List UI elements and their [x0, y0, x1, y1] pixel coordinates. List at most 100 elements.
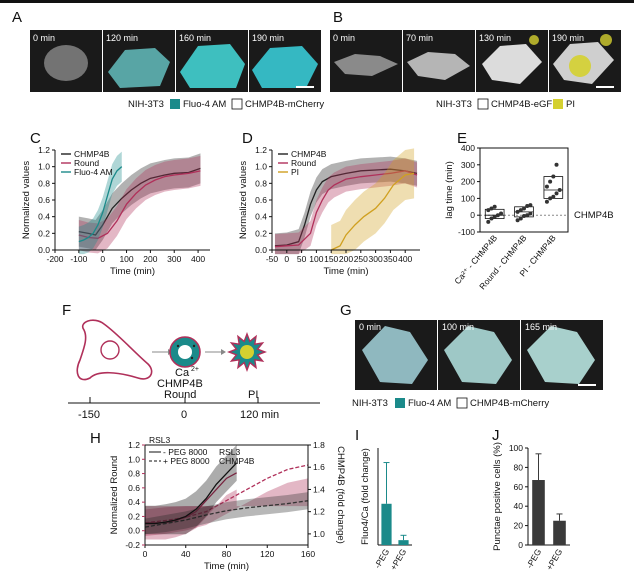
- chart-C: -200 -100 0 100 200 300 400 0.0 0.2 0.4 0.6 0.8 1.0 1…: [21, 145, 210, 277]
- legend-series-H: CHMP4B: [219, 456, 255, 466]
- xtick-label-C-0: -200: [46, 254, 63, 264]
- legend-label-C-1: Round: [74, 158, 99, 168]
- scale-bar-A: [296, 86, 314, 88]
- legend-label-C-0: CHMP4B: [74, 149, 110, 159]
- ylabel-right-H: CHMP4B (fold change): [335, 446, 346, 544]
- ytick-label-J-3: 60: [514, 482, 524, 492]
- ylabel-left-H: Normalized Round: [109, 456, 120, 535]
- xtick-label-H-3: 120: [260, 549, 274, 559]
- legend-label-solid-H: - PEG 8000: [163, 447, 208, 457]
- ytick-label-E-3: 200: [461, 177, 475, 187]
- ytick-label-E-5: 400: [461, 143, 475, 153]
- cell-G2: [444, 326, 512, 384]
- timestamp-B3: 130 min: [479, 33, 511, 43]
- legend-title-right-H: RSL3: [219, 447, 241, 457]
- ytick-label-right-H-3: 1.6: [313, 462, 325, 472]
- panel-letter-D: D: [242, 130, 253, 147]
- ytick-label-left-H-0: -0.2: [125, 540, 140, 550]
- ylabel-E: lag time (min): [444, 161, 455, 219]
- ytick-label-E-0: -100: [458, 227, 475, 237]
- bar-J-0: [532, 480, 545, 545]
- caption-A-l2: CHMP4B-mCherry: [245, 99, 324, 110]
- ytick-label-right-H-0: 1.0: [313, 529, 325, 539]
- series-H-round-minus-line: [145, 462, 238, 525]
- xlabel-D: Time (min): [323, 266, 368, 277]
- chart-H: 0 40 80 120 160 -0.2 0.0 0.2 0.4 0.6 0.8 1.0 1.2 1.0 1…: [109, 435, 346, 572]
- caption-G-cell: NIH-3T3: [352, 398, 388, 409]
- ytick-label-C-0: 0.0: [38, 245, 50, 255]
- ylabel-I: Fluo4/Ca (fold change): [360, 448, 371, 545]
- label-pi: PI: [248, 389, 258, 401]
- ytick-label-J-4: 80: [514, 462, 524, 472]
- swatch-G-fluo: [395, 398, 405, 408]
- swatch-B-pi: [553, 99, 563, 109]
- xtick-label-C-4: 200: [143, 254, 157, 264]
- cell-A1: [44, 45, 88, 81]
- ytick-label-left-H-3: 0.4: [128, 497, 140, 507]
- series-C-1-band: [78, 153, 201, 250]
- timestamp-A4: 190 min: [252, 33, 284, 43]
- series-H-chmp-plus-line: [144, 464, 309, 524]
- xtick-label-D-1: 0: [284, 254, 289, 264]
- scale-bar-B: [596, 86, 614, 88]
- caption-G-l2: CHMP4B-mCherry: [470, 398, 549, 409]
- punctum-2: [190, 356, 194, 360]
- series-H-chmp-plus-band: [145, 478, 308, 537]
- swatch-A-chmp: [231, 98, 243, 110]
- panel-letter-G: G: [340, 302, 352, 319]
- series-D-3-line: [330, 172, 415, 251]
- xtick-label-H-0: 0: [143, 549, 148, 559]
- point-E-0-1: [489, 216, 494, 221]
- bar-I-1: [398, 540, 409, 545]
- point-E-1-3: [525, 213, 530, 218]
- arrowhead-2: [221, 349, 226, 355]
- series-C-3-line: [78, 166, 123, 243]
- xtick-label-C-5: 300: [167, 254, 181, 264]
- punctum-1: [176, 344, 180, 348]
- cell-B1: [334, 54, 398, 76]
- label-chmp4b: CHMP4B: [157, 378, 203, 390]
- frame-E: [479, 147, 569, 233]
- point-E-0-7: [492, 204, 497, 209]
- label-round: Round: [164, 389, 196, 401]
- ylabel-D: Normalized values: [238, 161, 249, 239]
- cell-B2: [407, 52, 470, 80]
- timestamp-A3: 160 min: [179, 33, 211, 43]
- ytick-label-left-H-7: 1.2: [128, 440, 140, 450]
- xlabel-H: Time (min): [204, 561, 249, 572]
- panel-letter-J: J: [492, 427, 500, 444]
- ytick-label-C-1: 0.2: [38, 228, 50, 238]
- timeline-label-3: 120 min: [240, 409, 279, 421]
- point-E-1-5: [515, 209, 520, 214]
- xtick-label-D-3: 100: [309, 254, 323, 264]
- xtick-label-H-2: 80: [222, 549, 232, 559]
- panel-letter-H: H: [90, 430, 101, 447]
- point-E-1-4: [528, 211, 533, 216]
- timeline-label-2: 0: [181, 409, 187, 421]
- label-ca-superscript: 2+: [191, 366, 199, 373]
- ytick-label-right-H-4: 1.8: [313, 440, 325, 450]
- series-C-3-band: [78, 151, 122, 255]
- series-D-2-band: [274, 158, 418, 255]
- caption-A-l1: Fluo-4 AM: [183, 99, 226, 110]
- ytick-label-left-H-5: 0.8: [128, 469, 140, 479]
- ytick-label-D-6: 1.2: [255, 145, 267, 155]
- ylabel-J: Punctae positive cells (%): [492, 442, 503, 551]
- ytick-label-D-2: 0.4: [255, 212, 267, 222]
- panelA-micrographs: [30, 30, 321, 92]
- ytick-label-right-H-2: 1.4: [313, 484, 325, 494]
- point-E-1-7: [522, 206, 526, 211]
- timestamp-A1: 0 min: [33, 33, 55, 43]
- point-E-1-8: [525, 203, 530, 208]
- swatch-G-chmp: [456, 397, 468, 409]
- legend-label-dashed-H: + PEG 8000: [163, 456, 210, 466]
- ytick-label-D-4: 0.8: [255, 178, 267, 188]
- nucleus-schematic-round: [178, 345, 192, 359]
- chart-D: -50 0 50 100 150 200 250 300 350 400 0.0 0.2 0.4 0.6 0…: [238, 145, 420, 277]
- ytick-label-left-H-4: 0.6: [128, 483, 140, 493]
- ytick-label-E-2: 100: [461, 193, 475, 203]
- panel-letter-F: F: [62, 302, 71, 319]
- point-E-2-4: [557, 188, 562, 192]
- legend-label-C-2: Fluo-4 AM: [74, 167, 113, 177]
- point-E-2-2: [551, 194, 556, 199]
